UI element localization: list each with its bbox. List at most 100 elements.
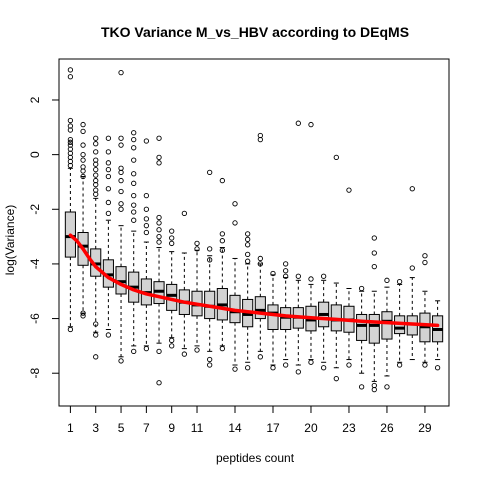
outlier-point (156, 160, 162, 166)
x-tick-label: 1 (67, 421, 74, 435)
outlier-point (320, 365, 327, 371)
outlier-point (207, 356, 213, 363)
box-group (216, 177, 228, 352)
outlier-point (93, 191, 99, 197)
outlier-point (131, 136, 137, 143)
outlier-point (105, 332, 112, 338)
box-group (90, 135, 102, 360)
box-group (368, 235, 380, 393)
outlier-point (67, 74, 74, 80)
outlier-point (93, 332, 99, 338)
outlier-point (194, 246, 200, 252)
outlier-point (118, 201, 124, 207)
outlier-point (283, 268, 289, 274)
outlier-point (295, 273, 301, 279)
outlier-point (270, 270, 276, 277)
outlier-point (80, 173, 86, 180)
outlier-point (93, 135, 99, 141)
y-tick-label: -6 (28, 313, 42, 324)
outlier-point (156, 380, 162, 386)
outlier-point (346, 362, 352, 368)
outlier-point (207, 257, 213, 263)
outlier-point (80, 121, 86, 128)
outlier-point (131, 217, 137, 223)
outlier-point (409, 265, 415, 271)
outlier-point (93, 182, 99, 188)
outlier-point (232, 220, 238, 226)
outlier-point (219, 238, 225, 244)
outlier-point (105, 149, 112, 155)
y-tick-label: -8 (28, 368, 42, 379)
outlier-point (194, 240, 200, 247)
x-tick-label: 17 (266, 421, 280, 435)
x-tick-label: 14 (228, 421, 242, 435)
outlier-point (422, 253, 428, 259)
x-tick-label: 23 (342, 421, 356, 435)
outlier-point (93, 354, 99, 360)
y-tick-label: -2 (28, 204, 42, 215)
outlier-point (143, 223, 150, 229)
outlier-point (67, 326, 74, 333)
box-iqr (368, 313, 380, 344)
trend-layer (68, 233, 440, 328)
box-group (254, 132, 266, 360)
outlier-point (156, 214, 162, 221)
outlier-point (358, 285, 365, 292)
outlier-point (207, 169, 213, 176)
outlier-point (245, 365, 251, 371)
outlier-point (257, 354, 263, 360)
outlier-point (181, 351, 188, 357)
outlier-point (93, 161, 99, 167)
outlier-point (93, 149, 99, 155)
outlier-point (169, 240, 175, 247)
outlier-point (118, 358, 124, 364)
outlier-point (371, 386, 377, 393)
outlier-point (169, 337, 175, 344)
outlier-point (169, 235, 175, 241)
outlier-point (295, 369, 301, 375)
outlier-point (80, 128, 86, 135)
outlier-point (333, 154, 339, 161)
outlier-point (80, 310, 86, 316)
outlier-point (93, 141, 99, 147)
outlier-point (257, 261, 263, 267)
x-tick-label: 26 (380, 421, 394, 435)
outlier-point (257, 255, 263, 262)
outlier-point (67, 127, 74, 133)
outlier-point (143, 138, 150, 144)
outlier-point (396, 279, 403, 285)
box-group (419, 253, 431, 368)
box-iqr (267, 304, 279, 330)
outlier-point (257, 136, 263, 143)
outlier-point (333, 376, 339, 382)
outlier-point (131, 157, 137, 163)
y-tick-label: 0 (28, 151, 42, 158)
trend-line (68, 233, 440, 328)
box-group (318, 273, 330, 371)
outlier-point (131, 171, 137, 177)
outlier-point (143, 345, 150, 352)
outlier-point (143, 216, 150, 222)
y-axis-label: log(Variance) (3, 205, 17, 275)
outlier-point (67, 162, 74, 169)
outlier-point (308, 276, 314, 282)
y-tick-label: 2 (28, 96, 42, 103)
outlier-point (358, 384, 365, 390)
outlier-point (245, 251, 251, 258)
outlier-point (384, 277, 390, 283)
outlier-point (105, 199, 112, 206)
outlier-point (118, 70, 124, 76)
outlier-point (93, 321, 99, 327)
outlier-point (131, 209, 137, 215)
outlier-point (219, 231, 225, 237)
outlier-point (371, 250, 377, 256)
outlier-point (283, 273, 289, 279)
outlier-point (434, 365, 441, 371)
outlier-point (118, 177, 124, 184)
outlier-point (143, 229, 150, 236)
outlier-point (93, 172, 99, 178)
outlier-point (270, 365, 276, 371)
outlier-point (131, 202, 137, 208)
outlier-point (131, 145, 137, 151)
